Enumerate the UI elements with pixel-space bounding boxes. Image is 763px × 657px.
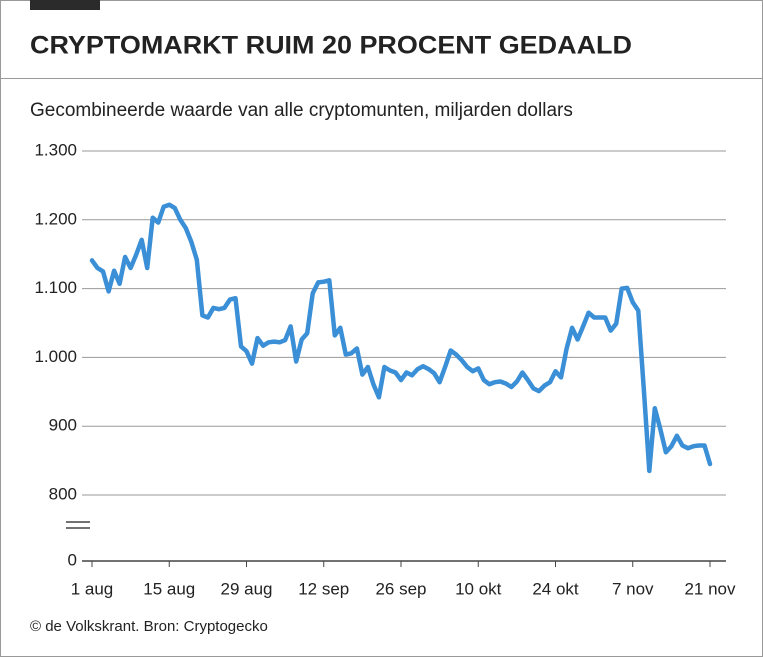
x-tick-label: 21 nov	[684, 579, 736, 598]
x-tick-label: 1 aug	[71, 579, 114, 598]
chart-subtitle: Gecombineerde waarde van alle cryptomunt…	[30, 100, 573, 121]
y-tick-label: 1.100	[34, 278, 77, 297]
y-tick-label: 1.300	[34, 140, 77, 159]
x-tick-label: 29 aug	[221, 579, 273, 598]
x-tick-label: 12 sep	[298, 579, 349, 598]
data-line	[89, 202, 713, 474]
x-tick-label: 24 okt	[532, 579, 579, 598]
y-tick-label: 1.200	[34, 209, 77, 228]
chart-title: CRYPTOMARKT RUIM 20 PROCENT GEDAALD	[30, 32, 632, 60]
title-accent	[30, 0, 100, 10]
x-tick-label: 7 nov	[612, 579, 654, 598]
y-tick-label: 1.000	[34, 347, 77, 366]
y-tick-label: 800	[49, 484, 77, 503]
x-tick-label: 26 sep	[375, 579, 426, 598]
y-tick-label: 0	[68, 550, 77, 569]
source: © de Volkskrant. Bron: Cryptogecko	[30, 618, 268, 635]
x-tick-label: 15 aug	[143, 579, 195, 598]
y-tick-label: 900	[49, 416, 77, 435]
x-tick-label: 10 okt	[455, 579, 502, 598]
